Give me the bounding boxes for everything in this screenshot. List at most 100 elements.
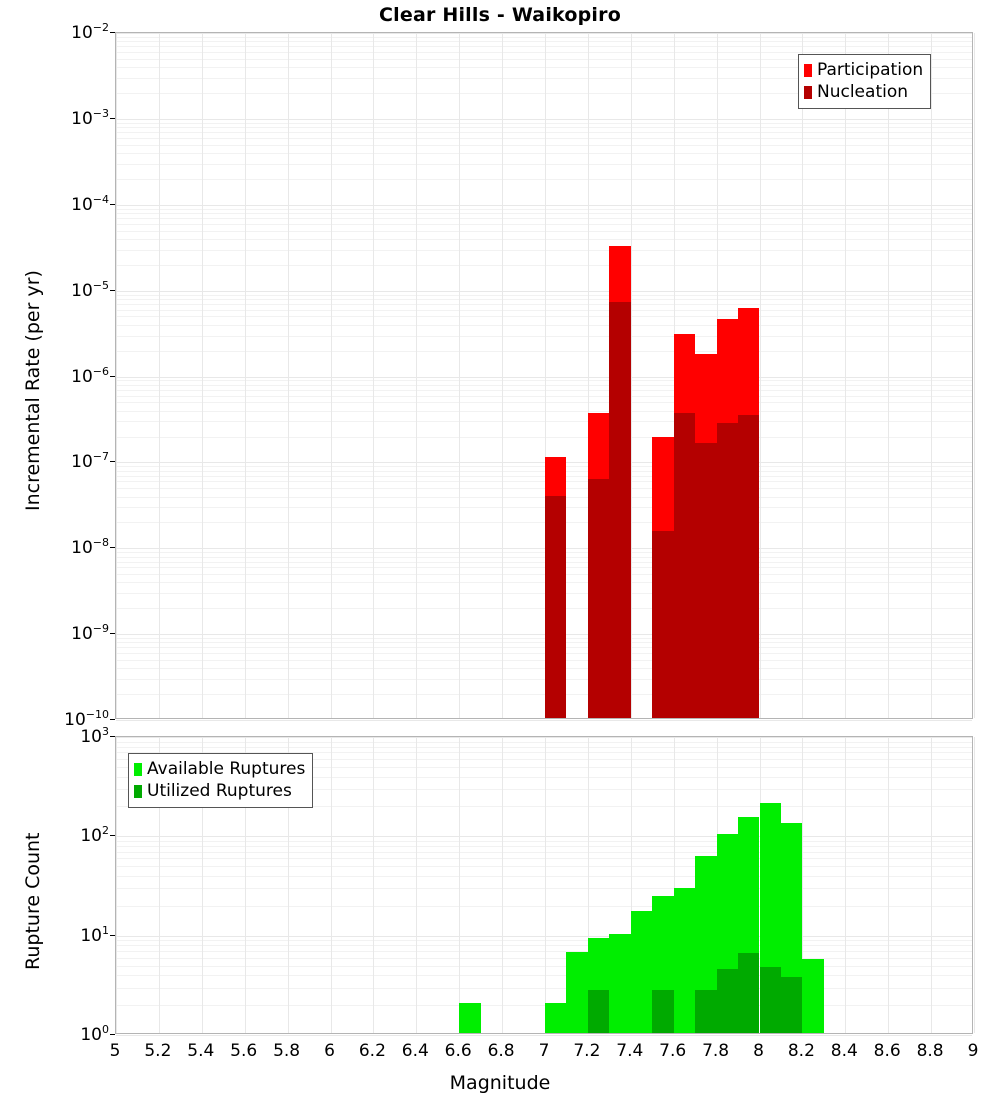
gridline-vertical <box>116 33 117 718</box>
bar <box>716 834 739 1033</box>
y-tick-mark <box>110 736 115 737</box>
legend-label: Utilized Ruptures <box>147 781 292 801</box>
y-tick-mark <box>110 376 115 377</box>
gridline-minor <box>116 336 972 337</box>
gridline-minor <box>116 876 972 877</box>
gridline-major <box>116 377 972 378</box>
gridline-vertical <box>588 737 589 1033</box>
gridline-minor <box>116 218 972 219</box>
gridline-minor <box>116 123 972 124</box>
y-tick-mark <box>110 290 115 291</box>
gridline-minor <box>116 41 972 42</box>
bar <box>695 353 717 718</box>
gridline-minor <box>116 295 972 296</box>
y-tick-label: 103 <box>80 725 109 747</box>
x-tick-label: 7 <box>538 1041 550 1061</box>
x-tick-label: 6.6 <box>444 1041 472 1061</box>
gridline-major <box>116 936 972 937</box>
gridline-minor <box>116 304 972 305</box>
gridline-minor <box>116 224 972 225</box>
bar <box>780 823 803 1033</box>
gridline-vertical <box>459 33 460 718</box>
bar <box>545 1003 567 1033</box>
bar <box>587 412 610 718</box>
top-chart-y-axis-label: Incremental Rate (per yr) <box>22 269 44 511</box>
gridline-minor <box>116 325 972 326</box>
x-tick-label: 5.6 <box>230 1041 258 1061</box>
gridline-minor <box>116 1005 972 1006</box>
gridline-minor <box>116 380 972 381</box>
gridline-vertical <box>331 33 332 718</box>
x-tick-label: 8.2 <box>787 1041 815 1061</box>
x-tick-label: 6 <box>324 1041 335 1061</box>
bar <box>609 246 631 718</box>
gridline-minor <box>116 777 972 778</box>
gridline-minor <box>116 67 972 68</box>
gridline-minor <box>116 231 972 232</box>
gridline-minor <box>116 975 972 976</box>
gridline-minor <box>116 437 972 438</box>
x-tick-label: 7.4 <box>616 1041 644 1061</box>
gridline-vertical <box>202 737 203 1033</box>
gridline-minor <box>116 138 972 139</box>
gridline-major <box>116 33 972 34</box>
gridline-vertical <box>202 33 203 718</box>
y-tick-mark <box>110 1034 115 1035</box>
bar <box>802 959 824 1033</box>
gridline-minor <box>116 402 972 403</box>
x-tick-label: 7.2 <box>573 1041 601 1061</box>
gridline-major <box>116 462 972 463</box>
y-tick-mark <box>110 118 115 119</box>
gridline-vertical <box>845 737 846 1033</box>
gridline-vertical <box>888 33 889 718</box>
gridline-minor <box>116 557 972 558</box>
gridline-minor <box>116 653 972 654</box>
gridline-major <box>116 1035 972 1036</box>
gridline-minor <box>116 958 972 959</box>
x-tick-label: 5.2 <box>144 1041 172 1061</box>
top-chart-bars <box>116 33 972 718</box>
gridline-minor <box>116 988 972 989</box>
gridline-minor <box>116 164 972 165</box>
legend-row: Available Ruptures <box>134 758 305 780</box>
gridline-minor <box>116 608 972 609</box>
gridline-minor <box>116 481 972 482</box>
gridline-minor <box>116 789 972 790</box>
gridline-vertical <box>588 33 589 718</box>
bar <box>566 952 588 1033</box>
gridline-vertical <box>802 33 803 718</box>
gridline-minor <box>116 299 972 300</box>
bar <box>459 1003 481 1033</box>
gridline-major <box>116 548 972 549</box>
gridline-minor <box>116 132 972 133</box>
x-tick-label: 5.8 <box>273 1041 301 1061</box>
gridline-minor <box>116 951 972 952</box>
gridline-vertical <box>502 737 503 1033</box>
gridline-minor <box>116 213 972 214</box>
gridline-minor <box>116 593 972 594</box>
gridline-minor <box>116 940 972 941</box>
y-tick-label: 10−10 <box>64 708 109 730</box>
bottom-chart-y-axis-label: Rupture Count <box>22 832 44 971</box>
gridline-vertical <box>931 33 932 718</box>
gridline-minor <box>116 46 972 47</box>
gridline-minor <box>116 351 972 352</box>
y-tick-label: 100 <box>80 1023 109 1045</box>
y-tick-mark <box>110 32 115 33</box>
bar <box>609 933 631 1033</box>
x-tick-label: 7.8 <box>702 1041 730 1061</box>
gridline-minor <box>116 390 972 391</box>
y-tick-mark <box>110 719 115 720</box>
y-tick-label: 10−3 <box>71 107 109 129</box>
gridline-minor <box>116 421 972 422</box>
x-tick-label: 9 <box>967 1041 979 1061</box>
bottom-chart-legend: Available Ruptures Utilized Ruptures <box>128 753 314 808</box>
y-tick-label: 101 <box>80 923 109 946</box>
gridline-minor <box>116 846 972 847</box>
gridline-minor <box>116 507 972 508</box>
bar <box>738 307 760 718</box>
gridline-minor <box>116 694 972 695</box>
gridline-vertical <box>888 737 889 1033</box>
gridline-minor <box>116 852 972 853</box>
